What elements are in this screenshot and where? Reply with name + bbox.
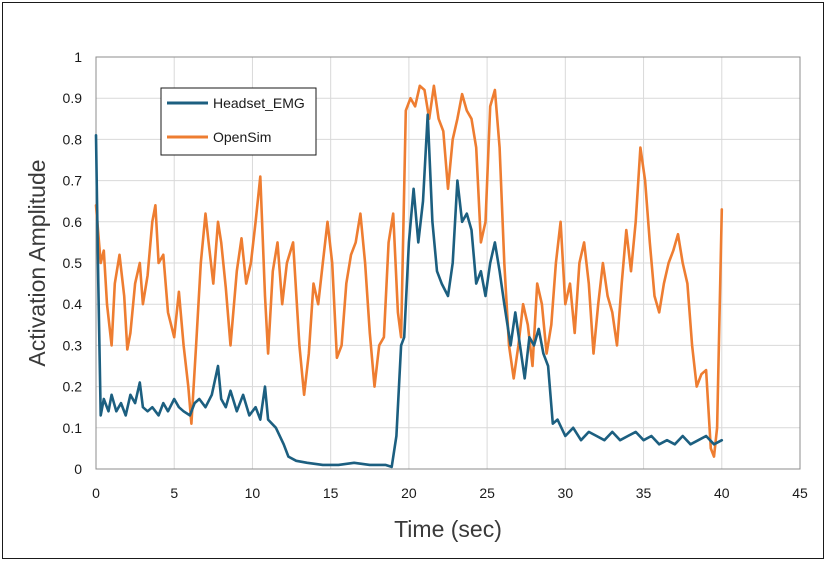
y-tick-label: 0.9 bbox=[63, 90, 83, 106]
x-axis-title: Time (sec) bbox=[394, 516, 502, 542]
x-tick-label: 25 bbox=[479, 485, 495, 501]
x-tick-label: 20 bbox=[401, 485, 417, 501]
x-tick-label: 15 bbox=[323, 485, 339, 501]
x-tick-label: 10 bbox=[245, 485, 261, 501]
x-tick-label: 0 bbox=[92, 485, 100, 501]
line-chart: 00.10.20.30.40.50.60.70.80.910 5 10 15 20 25 3… bbox=[24, 49, 808, 542]
x-tick-label: 5 bbox=[170, 485, 178, 501]
series-lines bbox=[94, 84, 724, 469]
legend-box bbox=[160, 87, 317, 156]
series-line-headset-emg bbox=[94, 113, 724, 469]
legend: Headset_EMG OpenSim bbox=[160, 87, 317, 156]
y-tick-label: 0.2 bbox=[63, 379, 83, 395]
y-tick-label: 0.1 bbox=[63, 420, 83, 436]
legend-label-opensim: OpenSim bbox=[213, 129, 271, 145]
y-tick-label: 1 bbox=[74, 49, 82, 65]
y-tick-label: 0.3 bbox=[63, 337, 83, 353]
x-tick-label: 35 bbox=[636, 485, 652, 501]
legend-label-headset-emg: Headset_EMG bbox=[213, 95, 305, 111]
y-tick-label: 0.4 bbox=[63, 296, 83, 312]
x-tick-label: 30 bbox=[558, 485, 574, 501]
x-tick-label: 45 bbox=[792, 485, 808, 501]
axis-ticks: 00.10.20.30.40.50.60.70.80.910 5 10 15 20 25 3… bbox=[63, 49, 808, 501]
y-axis-title: Activation Amplitude bbox=[24, 159, 50, 366]
series-line-opensim bbox=[94, 84, 724, 458]
x-tick-label: 40 bbox=[714, 485, 730, 501]
y-tick-label: 0.7 bbox=[63, 173, 83, 189]
y-tick-label: 0.5 bbox=[63, 255, 83, 271]
y-tick-label: 0.8 bbox=[63, 131, 83, 147]
y-tick-label: 0.6 bbox=[63, 214, 83, 230]
y-tick-label: 0 bbox=[74, 461, 82, 477]
plot-area bbox=[95, 56, 801, 470]
